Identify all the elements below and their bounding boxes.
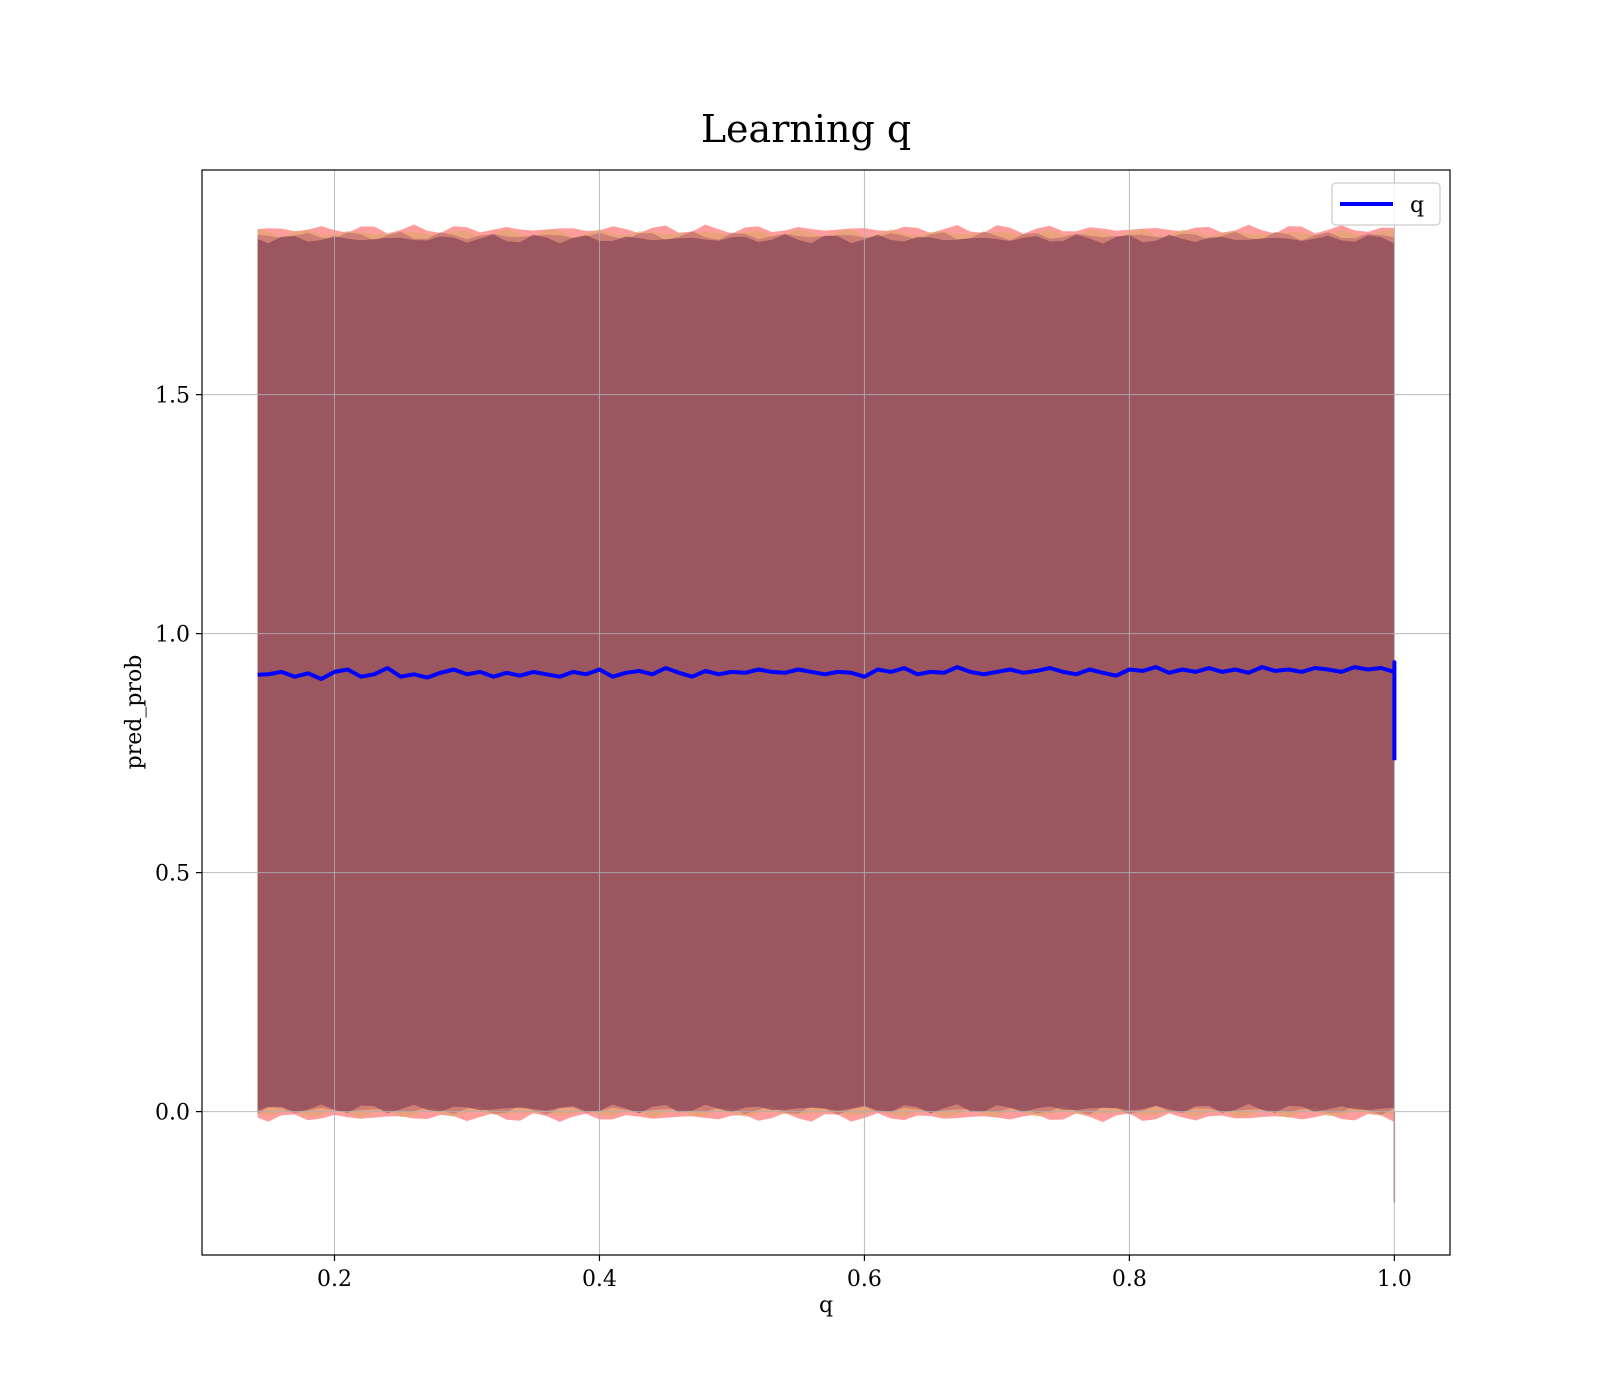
y-axis-label: pred_prob <box>122 655 147 770</box>
x-tick-label: 0.4 <box>582 1267 617 1292</box>
y-tick-label: 0.0 <box>155 1101 190 1126</box>
y-axis-ticks: 0.0 0.5 1.0 1.5 <box>155 384 202 1126</box>
series-line-q <box>257 660 1397 761</box>
confidence-bands <box>257 224 1396 1203</box>
chart-title: Learning q <box>701 107 911 151</box>
legend-items: q <box>1340 193 1424 218</box>
x-tick-label: 0.8 <box>1112 1267 1147 1292</box>
x-axis-label: q <box>819 1293 833 1318</box>
legend: q <box>1331 182 1441 226</box>
plot-frame <box>201 169 1451 1256</box>
x-tick-label: 0.2 <box>317 1267 352 1292</box>
y-tick-label: 0.5 <box>155 862 190 887</box>
x-tick-label: 1.0 <box>1377 1267 1412 1292</box>
y-tick-label: 1.0 <box>155 623 190 648</box>
legend-label: q <box>1410 193 1424 218</box>
x-axis-ticks: 0.2 0.4 0.6 0.8 1.0 <box>317 1255 1412 1292</box>
y-tick-label: 1.5 <box>155 384 190 409</box>
x-tick-label: 0.6 <box>847 1267 882 1292</box>
series-lines <box>257 660 1397 761</box>
plot-area <box>201 169 1451 1256</box>
